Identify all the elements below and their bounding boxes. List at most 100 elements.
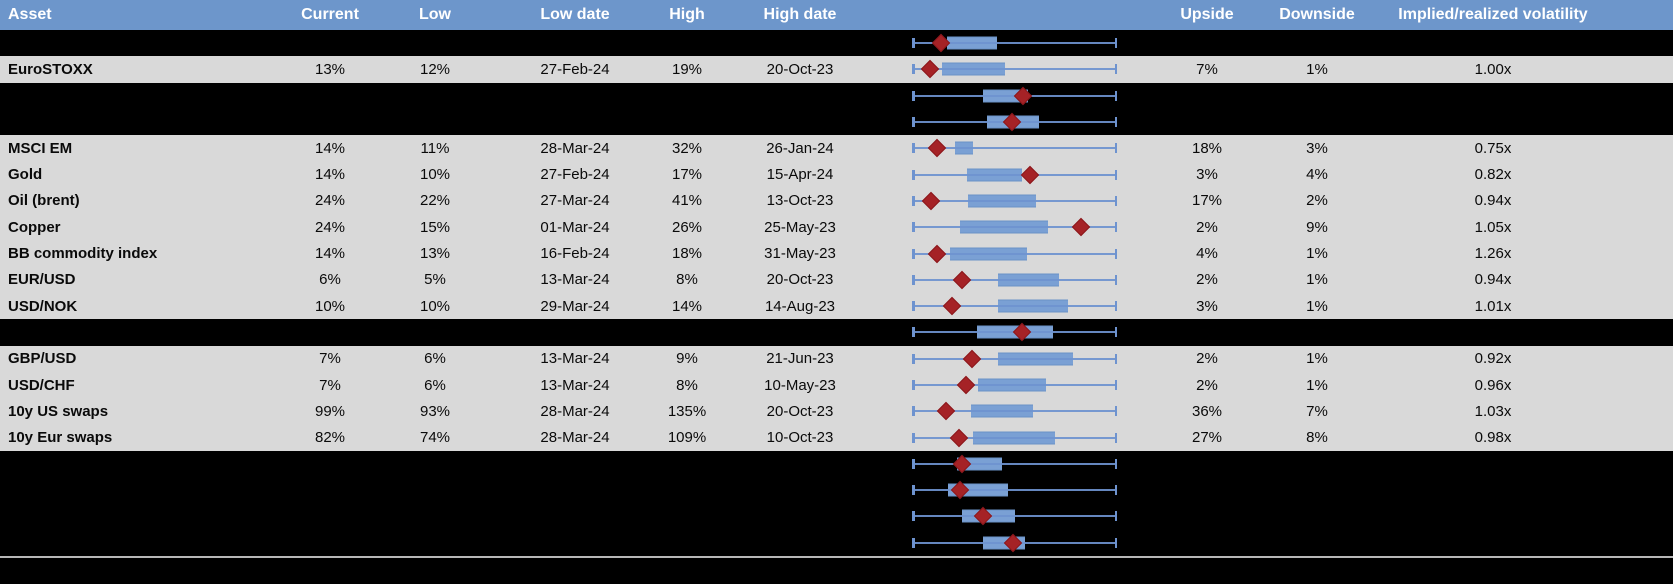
cell-current[interactable]: 82% (314, 429, 346, 447)
cell-downside[interactable]: 1% (1306, 60, 1328, 78)
cell-downside[interactable]: 1% (1306, 297, 1328, 315)
cell-asset[interactable]: USD/CHF (8, 376, 75, 394)
cell-downside[interactable]: 4% (1306, 166, 1328, 184)
cell-upside[interactable]: 2% (1196, 218, 1218, 236)
cell-downside[interactable]: 1% (1306, 245, 1328, 263)
cell-current[interactable]: 14% (314, 245, 346, 263)
cell-low[interactable]: 10% (419, 297, 451, 315)
cell-low[interactable]: 11% (420, 139, 450, 157)
cell-current[interactable]: 14% (314, 139, 346, 157)
cell-high-date[interactable]: 13-Oct-23 (766, 192, 834, 210)
column-header-downside[interactable]: Downside (1279, 6, 1355, 23)
cell-asset[interactable]: USD/NOK (8, 297, 78, 315)
column-header-low-date[interactable]: Low date (540, 6, 610, 23)
cell-upside[interactable]: 3% (1196, 166, 1218, 184)
cell-current[interactable]: 99% (314, 402, 346, 420)
column-header-upside[interactable]: Upside (1180, 6, 1234, 23)
cell-asset[interactable]: 10y US swaps (8, 402, 109, 420)
cell-high[interactable]: 19% (671, 60, 703, 78)
cell-upside[interactable]: 17% (1191, 192, 1223, 210)
cell-low[interactable]: 15% (419, 218, 451, 236)
cell-high-date[interactable]: 21-Jun-23 (766, 350, 834, 368)
cell-downside[interactable]: 1% (1306, 350, 1328, 368)
cell-current[interactable]: 14% (314, 166, 346, 184)
cell-vol[interactable]: 0.82x (1474, 166, 1512, 184)
cell-high-date[interactable]: 20-Oct-23 (766, 402, 834, 420)
cell-downside[interactable]: 9% (1306, 218, 1328, 236)
cell-asset[interactable]: 10y Eur swaps (8, 429, 113, 447)
cell-low[interactable]: 6% (424, 350, 446, 368)
cell-asset[interactable]: Copper (8, 218, 61, 236)
cell-low[interactable]: 22% (419, 192, 451, 210)
cell-asset[interactable]: EUR/USD (8, 271, 76, 289)
cell-vol[interactable]: 1.03x (1474, 402, 1512, 420)
cell-vol[interactable]: 0.75x (1474, 139, 1512, 157)
cell-vol[interactable]: 1.26x (1474, 245, 1512, 263)
cell-high[interactable]: 32% (671, 139, 703, 157)
cell-current[interactable]: 7% (319, 350, 341, 368)
cell-asset[interactable]: EuroSTOXX (8, 60, 93, 78)
cell-low-date[interactable]: 16-Feb-24 (540, 245, 610, 263)
cell-low-date[interactable]: 28-Mar-24 (540, 402, 610, 420)
cell-low-date[interactable]: 27-Feb-24 (540, 60, 610, 78)
cell-high-date[interactable]: 10-Oct-23 (766, 429, 834, 447)
cell-high-date[interactable]: 26-Jan-24 (766, 139, 834, 157)
cell-current[interactable]: 10% (314, 297, 346, 315)
column-header-implied-realized-volatility[interactable]: Implied/realized volatility (1398, 6, 1588, 23)
cell-high[interactable]: 18% (671, 245, 703, 263)
cell-vol[interactable]: 0.96x (1474, 376, 1512, 394)
cell-high-date[interactable]: 20-Oct-23 (766, 271, 834, 289)
cell-upside[interactable]: 27% (1191, 429, 1223, 447)
cell-high[interactable]: 9% (676, 350, 698, 368)
cell-high[interactable]: 8% (676, 271, 698, 289)
cell-vol[interactable]: 0.98x (1474, 429, 1512, 447)
cell-vol[interactable]: 0.92x (1474, 350, 1512, 368)
cell-high-date[interactable]: 20-Oct-23 (766, 60, 834, 78)
column-header-high-date[interactable]: High date (763, 6, 837, 23)
column-header-high[interactable]: High (669, 6, 705, 23)
cell-asset[interactable]: Gold (8, 166, 43, 184)
cell-downside[interactable]: 7% (1306, 402, 1328, 420)
cell-low[interactable]: 10% (419, 166, 451, 184)
cell-downside[interactable]: 1% (1306, 271, 1328, 289)
cell-upside[interactable]: 2% (1196, 376, 1218, 394)
cell-upside[interactable]: 7% (1196, 60, 1218, 78)
cell-asset[interactable]: Oil (brent) (8, 192, 80, 210)
cell-low-date[interactable]: 28-Mar-24 (540, 139, 610, 157)
cell-high[interactable]: 14% (671, 297, 703, 315)
cell-asset[interactable]: GBP/USD (8, 350, 77, 368)
cell-low-date[interactable]: 29-Mar-24 (540, 297, 610, 315)
cell-downside[interactable]: 2% (1306, 192, 1328, 210)
cell-upside[interactable]: 18% (1191, 139, 1223, 157)
cell-vol[interactable]: 0.94x (1474, 192, 1512, 210)
cell-low[interactable]: 13% (419, 245, 451, 263)
column-header-low[interactable]: Low (419, 6, 451, 23)
cell-vol[interactable]: 1.05x (1474, 218, 1512, 236)
cell-asset[interactable]: MSCI EM (8, 139, 73, 157)
cell-low-date[interactable]: 27-Mar-24 (540, 192, 610, 210)
cell-downside[interactable]: 3% (1306, 139, 1328, 157)
cell-current[interactable]: 24% (314, 218, 346, 236)
cell-downside[interactable]: 1% (1306, 376, 1328, 394)
cell-high[interactable]: 109% (667, 429, 707, 447)
cell-vol[interactable]: 1.01x (1474, 297, 1512, 315)
cell-current[interactable]: 24% (314, 192, 346, 210)
cell-asset[interactable]: BB commodity index (8, 245, 158, 263)
cell-high-date[interactable]: 31-May-23 (764, 245, 836, 263)
cell-high[interactable]: 8% (676, 376, 698, 394)
cell-current[interactable]: 7% (319, 376, 341, 394)
cell-high[interactable]: 41% (671, 192, 703, 210)
column-header-current[interactable]: Current (301, 6, 359, 23)
cell-current[interactable]: 13% (314, 60, 346, 78)
cell-high[interactable]: 17% (671, 166, 703, 184)
cell-high-date[interactable]: 25-May-23 (764, 218, 836, 236)
cell-low-date[interactable]: 13-Mar-24 (540, 271, 610, 289)
cell-high[interactable]: 135% (667, 402, 707, 420)
cell-upside[interactable]: 4% (1196, 245, 1218, 263)
cell-low-date[interactable]: 13-Mar-24 (540, 350, 610, 368)
cell-high-date[interactable]: 10-May-23 (764, 376, 836, 394)
cell-low-date[interactable]: 01-Mar-24 (540, 218, 610, 236)
cell-downside[interactable]: 8% (1306, 429, 1328, 447)
column-header-asset[interactable]: Asset (8, 6, 52, 23)
cell-low[interactable]: 5% (424, 271, 446, 289)
